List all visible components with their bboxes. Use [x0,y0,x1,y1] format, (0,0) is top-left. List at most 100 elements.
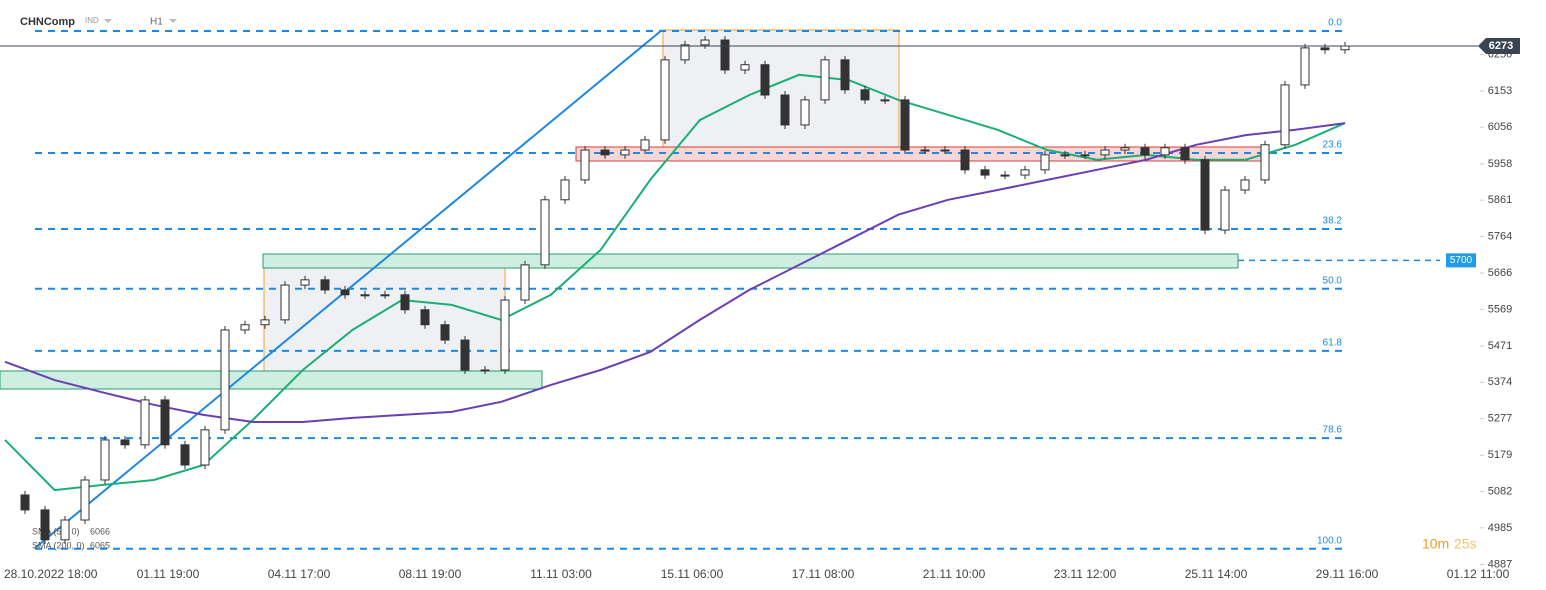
candle [240,324,250,331]
candle [760,64,770,96]
y-tick-label: 5471 [1488,340,1512,352]
candle [300,279,310,286]
candle [1100,149,1110,156]
candle [880,99,890,102]
y-tick-label: 5082 [1488,485,1512,497]
x-tick-label: 17.11 08:00 [792,567,855,581]
y-tick-label: 5374 [1488,376,1512,388]
candle [740,64,750,71]
candle [580,149,590,181]
sma-line [4,73,1346,492]
candle [940,149,950,152]
candle [460,339,470,371]
candle [1080,154,1090,157]
candle [520,264,530,301]
symbol: CHNComp [20,16,75,28]
legend-value: 6066 [90,526,110,536]
candle [360,294,370,297]
x-tick-label: 23.11 12:00 [1054,567,1117,581]
candle [500,299,510,371]
support-zone [0,370,543,390]
fib-label: 50.0 [1323,275,1343,286]
candle [380,294,390,297]
x-tick-label: 01.11 19:00 [137,567,200,581]
legend-name: SMA (200, 0) [32,540,85,550]
candle [840,59,850,91]
candle [1220,189,1230,231]
candle [720,39,730,71]
candle [860,89,870,101]
legend-name: SMA (50, 0) [32,526,80,536]
last-price-label: 6273 [1489,40,1513,52]
candle [1340,45,1350,51]
candle [980,169,990,176]
candle [1200,159,1210,231]
candle [1060,154,1070,157]
candle [280,284,290,321]
dropdown-arrow[interactable] [104,19,112,23]
candle [1160,147,1170,156]
level-label-box [1446,253,1476,268]
candle [600,149,610,156]
candle [100,439,110,481]
candle [780,94,790,126]
candle [1140,147,1150,156]
candle [960,149,970,171]
timer-minutes: 10m [1422,536,1449,552]
candle [80,479,90,521]
instrument-class[interactable]: IND [85,16,99,25]
candle [440,324,450,341]
candle [120,439,130,446]
candle [820,59,830,101]
x-tick-label: 08.11 19:00 [399,567,462,581]
candle [420,309,430,326]
candle [1260,144,1270,181]
candle [560,179,570,201]
candle [640,139,650,151]
y-tick-label: 5861 [1488,194,1512,206]
last-price-box [1478,38,1520,55]
candle [1280,84,1290,146]
candle [60,519,70,541]
candle [20,494,30,511]
candle [1320,47,1330,51]
candle [540,199,550,266]
x-tick-label: 04.11 17:00 [268,567,331,581]
dropdown-arrow[interactable] [169,19,177,23]
x-tick-label: 29.11 16:00 [1316,567,1379,581]
candle [700,39,710,46]
interval[interactable]: H1 [150,17,163,28]
candle [1020,169,1030,176]
fib-label: 0.0 [1328,18,1342,29]
y-tick-label: 6056 [1488,121,1512,133]
legend-value: 6065 [90,540,110,550]
fib-label: 100.0 [1317,535,1342,546]
x-tick-label: 15.11 06:00 [661,567,724,581]
fib-label: 61.8 [1323,338,1343,349]
candle [620,149,630,156]
candle [480,369,490,372]
y-tick-label: 4887 [1488,558,1512,570]
fib-label: 78.6 [1323,425,1343,436]
candle [1300,47,1310,86]
support-zone [262,253,1239,269]
y-tick-label: 5666 [1488,267,1512,279]
candle [340,289,350,296]
y-tick-label: 5277 [1488,413,1512,425]
candle [220,329,230,431]
candle [920,149,930,152]
candle [1240,179,1250,191]
candle [320,279,330,291]
candle [40,509,50,541]
x-tick-label: 01.12 11:00 [1447,567,1510,581]
candle [1040,154,1050,171]
candle [1120,147,1130,151]
fib-label: 38.2 [1323,216,1343,227]
candle [180,444,190,466]
candle [660,59,670,141]
x-tick-label: 21.11 10:00 [923,567,986,581]
candle [400,294,410,311]
candle [680,44,690,61]
y-tick-label: 5569 [1488,303,1512,315]
